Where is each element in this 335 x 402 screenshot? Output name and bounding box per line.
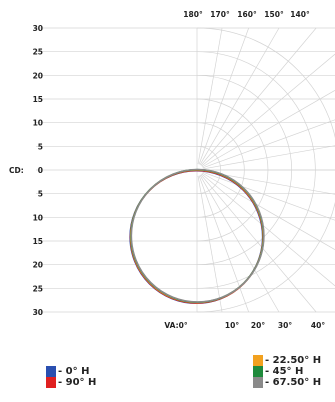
- radial-tick-label: 15: [33, 95, 43, 104]
- angle-tick-label: 180°: [183, 10, 203, 19]
- angle-tick-label: 20°: [251, 321, 265, 330]
- grid-spoke: [199, 175, 280, 313]
- legend-swatch: [253, 377, 263, 388]
- grid-spoke: [202, 119, 335, 169]
- radial-tick-label: 10: [33, 213, 43, 222]
- grid-spoke: [197, 27, 223, 165]
- angle-tick-label: 40°: [311, 321, 325, 330]
- radial-tick-label: 30: [33, 308, 43, 317]
- legend-item: - 90° H: [46, 377, 96, 388]
- intensity-curves: [129, 168, 265, 305]
- legend-swatch: [46, 366, 56, 377]
- radial-tick-labels: 30 25 20 15 10 5 0 5 10 15 20 25 30 CD:: [9, 24, 43, 317]
- legend-swatch: [253, 366, 263, 377]
- radial-axis-label: CD:: [9, 166, 24, 175]
- radial-tick-label: 20: [33, 71, 43, 80]
- grid-spoke: [202, 145, 335, 170]
- radial-tick-label: 25: [33, 48, 43, 57]
- legend-label: - 67.50° H: [265, 377, 322, 388]
- grid-spoke: [202, 90, 335, 168]
- angle-tick-label: 140°: [290, 10, 310, 19]
- grid-spoke: [201, 53, 335, 167]
- angle-tick-label: VA:0°: [164, 321, 187, 330]
- grid-spoke: [202, 172, 335, 250]
- legend-right: - 22.50° H - 45° H - 67.50° H: [253, 355, 321, 388]
- legend-item: - 45° H: [253, 366, 321, 377]
- radial-tick-label: 5: [38, 142, 43, 151]
- grid-spoke: [197, 175, 223, 313]
- radial-tick-label: 25: [33, 284, 43, 293]
- angle-tick-label: 10°: [225, 321, 239, 330]
- legend-label: - 0° H: [58, 366, 90, 377]
- grid-spoke: [200, 174, 317, 313]
- angle-tick-label: 170°: [210, 10, 230, 19]
- legend-item: - 0° H: [46, 366, 96, 377]
- legend-swatch: [253, 355, 263, 366]
- grid-spoke: [201, 173, 335, 287]
- radial-tick-label: 15: [33, 237, 43, 246]
- radial-tick-label: 30: [33, 24, 43, 33]
- legend-item: - 22.50° H: [253, 355, 321, 366]
- legend-left: - 0° H - 90° H: [46, 366, 96, 388]
- angle-tick-label: 160°: [237, 10, 257, 19]
- legend-label: - 90° H: [58, 377, 97, 388]
- radial-tick-label: 5: [38, 190, 43, 199]
- grid-spoke: [199, 27, 280, 165]
- angle-tick-label: 30°: [278, 321, 292, 330]
- legend-label: - 45° H: [265, 366, 304, 377]
- grid-spoke: [200, 27, 317, 166]
- angle-tick-label: 150°: [264, 10, 284, 19]
- radial-tick-label: 10: [33, 119, 43, 128]
- radial-tick-label: 0: [38, 166, 43, 175]
- legend-item: - 67.50° H: [253, 377, 321, 388]
- curve-4: [130, 168, 265, 303]
- legend-swatch: [46, 377, 56, 388]
- grid-spoke: [202, 171, 335, 221]
- radial-tick-label: 20: [33, 261, 43, 270]
- grid-spoke: [198, 27, 250, 165]
- angle-tick-labels-bottom: VA:0° 10° 20° 30° 40°: [164, 321, 325, 330]
- grid-spoke: [198, 175, 250, 313]
- grid-ring: [196, 27, 335, 313]
- angle-tick-labels-top: 180° 170° 160° 150° 140°: [183, 10, 310, 19]
- legend-label: - 22.50° H: [265, 355, 322, 366]
